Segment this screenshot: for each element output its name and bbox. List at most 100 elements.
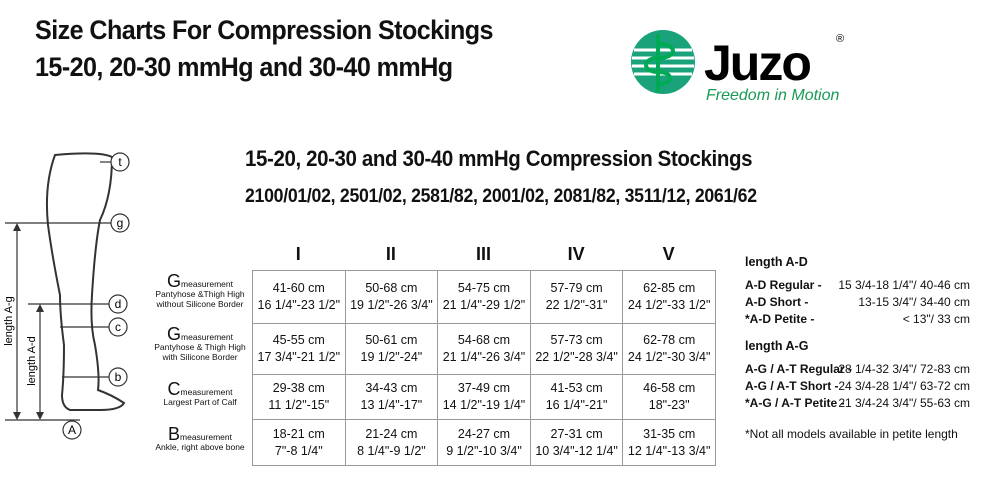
measure-suffix: measurement bbox=[180, 432, 232, 442]
point-marker bbox=[108, 317, 128, 337]
page-subtitle: 15-20, 20-30 mmHg and 30-40 mmHg bbox=[35, 52, 453, 82]
cell-line: 24 1/2"-30 3/4" bbox=[627, 350, 711, 364]
table-cell: 21-24 cm 8 1/4"-9 1/2" bbox=[344, 419, 439, 466]
footnote: *Not all models available in petite leng… bbox=[745, 427, 958, 441]
measure-letter: B bbox=[168, 424, 181, 444]
leg-lines bbox=[5, 161, 112, 421]
row-label-head: Bmeasurement bbox=[145, 425, 255, 443]
point-label: d bbox=[115, 297, 122, 311]
cell-line: 9 1/2"-10 3/4" bbox=[446, 443, 522, 458]
table-cell: 31-35 cm 12 1/4"-13 3/4" bbox=[622, 419, 716, 466]
column-header: V bbox=[662, 244, 675, 264]
row-description: Pantyhose &Thigh High bbox=[155, 289, 245, 299]
table-cell: 46-58 cm 18"-23" bbox=[622, 374, 716, 420]
point-label: A bbox=[68, 423, 76, 437]
row-label: Bmeasurement Ankle, right above bone bbox=[145, 425, 255, 452]
row-description: with Silicone Border bbox=[162, 352, 238, 362]
cell-line: 50-61 cm bbox=[365, 333, 418, 347]
row-label-head: Cmeasurement bbox=[145, 380, 255, 398]
length-value: 28 1/4-32 3/4"/ 72-83 cm bbox=[838, 362, 970, 376]
table-cell: 24-27 cm 9 1/2"-10 3/4" bbox=[437, 419, 531, 466]
logo-staff bbox=[644, 34, 675, 92]
cell-line: 17 3/4"-21 1/2" bbox=[257, 350, 341, 364]
cell-line: 45-55 cm bbox=[272, 333, 325, 347]
length-label: A-G / A-T Short - bbox=[745, 379, 839, 393]
table-cell: 29-38 cm 11 1/2"-15" bbox=[252, 374, 346, 420]
cell-line: 34-43 cm bbox=[365, 381, 418, 395]
logo: Juzo ® Freedom in Motion bbox=[631, 30, 844, 104]
column-header: II bbox=[385, 244, 396, 264]
table-cell: 27-31 cm 10 3/4"-12 1/4" bbox=[529, 419, 624, 466]
cell-line: 27-31 cm bbox=[550, 426, 603, 441]
logo-tagline: Freedom in Motion bbox=[706, 87, 839, 104]
point-marker bbox=[62, 420, 82, 440]
point-label: t bbox=[118, 155, 122, 169]
length-label: *A-G / A-T Petite - bbox=[745, 396, 845, 410]
length-value: 24 3/4-28 1/4"/ 63-72 cm bbox=[838, 379, 970, 393]
measure-letter: C bbox=[167, 379, 181, 399]
table-cell: 54-75 cm 21 1/4"-29 1/2" bbox=[437, 270, 531, 324]
cell-line: 57-79 cm bbox=[550, 281, 603, 295]
table-cell: 50-61 cm 19 1/2"-24" bbox=[344, 323, 439, 375]
table-models: 2100/01/02, 2501/02, 2581/82, 2001/02, 2… bbox=[245, 186, 757, 207]
measure-letter: G bbox=[167, 271, 182, 291]
measure-suffix: measurement bbox=[180, 387, 233, 397]
length-label: length A-g bbox=[3, 296, 15, 346]
length-title: length A-D bbox=[745, 255, 808, 269]
column-header: IV bbox=[567, 244, 585, 264]
arrow-heads bbox=[13, 223, 44, 420]
cell-line: 50-68 cm bbox=[365, 281, 418, 295]
cell-line: 18-21 cm bbox=[272, 426, 325, 441]
cell-line: 16 1/4"-21" bbox=[545, 398, 608, 412]
table-cell: 37-49 cm 14 1/2"-19 1/4" bbox=[437, 374, 531, 420]
column-header: I bbox=[295, 244, 301, 264]
logo-brand: Juzo bbox=[704, 35, 810, 91]
table-cell: 18-21 cm 7"-8 1/4" bbox=[252, 419, 346, 466]
cell-line: 57-73 cm bbox=[550, 333, 603, 347]
table-cell: 62-85 cm 24 1/2"-33 1/2" bbox=[622, 270, 716, 324]
cell-line: 8 1/4"-9 1/2" bbox=[357, 443, 426, 458]
cell-line: 41-53 cm bbox=[550, 381, 603, 395]
cell-line: 62-78 cm bbox=[643, 333, 696, 347]
row-description: without Silicone Border bbox=[156, 299, 244, 309]
cell-line: 41-60 cm bbox=[272, 281, 325, 295]
cell-line: 12 1/4"-13 3/4" bbox=[627, 443, 711, 458]
table-cell: 45-55 cm 17 3/4"-21 1/2" bbox=[252, 323, 346, 375]
cell-line: 21-24 cm bbox=[365, 426, 418, 441]
row-description: Ankle, right above bone bbox=[155, 442, 245, 452]
length-title: length A-G bbox=[745, 339, 809, 353]
length-label: length A-d bbox=[26, 336, 38, 386]
page-title: Size Charts For Compression Stockings bbox=[35, 15, 494, 45]
table-cell: 57-79 cm 22 1/2"-31" bbox=[529, 270, 624, 324]
cell-line: 29-38 cm bbox=[272, 381, 325, 395]
point-marker bbox=[110, 152, 130, 172]
table-cell: 62-78 cm 24 1/2"-30 3/4" bbox=[622, 323, 716, 375]
length-label: A-D Short - bbox=[745, 295, 809, 309]
cell-line: 18"-23" bbox=[648, 398, 690, 412]
cell-line: 22 1/2"-28 3/4" bbox=[535, 350, 618, 364]
cell-line: 19 1/2"-24" bbox=[360, 350, 423, 364]
length-value: 21 3/4-24 3/4"/ 55-63 cm bbox=[838, 396, 970, 410]
row-label: Gmeasurement Pantyhose & Thigh High with S… bbox=[145, 325, 255, 362]
table-cell: 54-68 cm 21 1/4"-26 3/4" bbox=[437, 323, 531, 375]
column-header: III bbox=[475, 244, 491, 264]
table-title: 15-20, 20-30 and 30-40 mmHg Compression … bbox=[245, 146, 753, 171]
point-label: b bbox=[115, 370, 122, 384]
cell-line: 46-58 cm bbox=[643, 381, 696, 395]
row-label-head: Gmeasurement bbox=[145, 325, 255, 343]
cell-line: 24 1/2"-33 1/2" bbox=[627, 298, 711, 312]
point-marker bbox=[108, 367, 128, 387]
cell-line: 31-35 cm bbox=[643, 426, 696, 441]
table-cell: 41-53 cm 16 1/4"-21" bbox=[529, 374, 624, 420]
cell-line: 22 1/2"-31" bbox=[545, 298, 608, 312]
measure-suffix: measurement bbox=[181, 279, 233, 289]
length-label: *A-D Petite - bbox=[745, 312, 815, 326]
cell-line: 7"-8 1/4" bbox=[274, 443, 323, 458]
row-label: Cmeasurement Largest Part of Calf bbox=[145, 380, 255, 407]
measure-suffix: measurement bbox=[181, 332, 233, 342]
cell-line: 16 1/4"-23 1/2" bbox=[257, 298, 341, 312]
cell-line: 54-75 cm bbox=[457, 281, 511, 295]
measure-letter: G bbox=[167, 324, 182, 344]
point-label: g bbox=[117, 216, 124, 230]
